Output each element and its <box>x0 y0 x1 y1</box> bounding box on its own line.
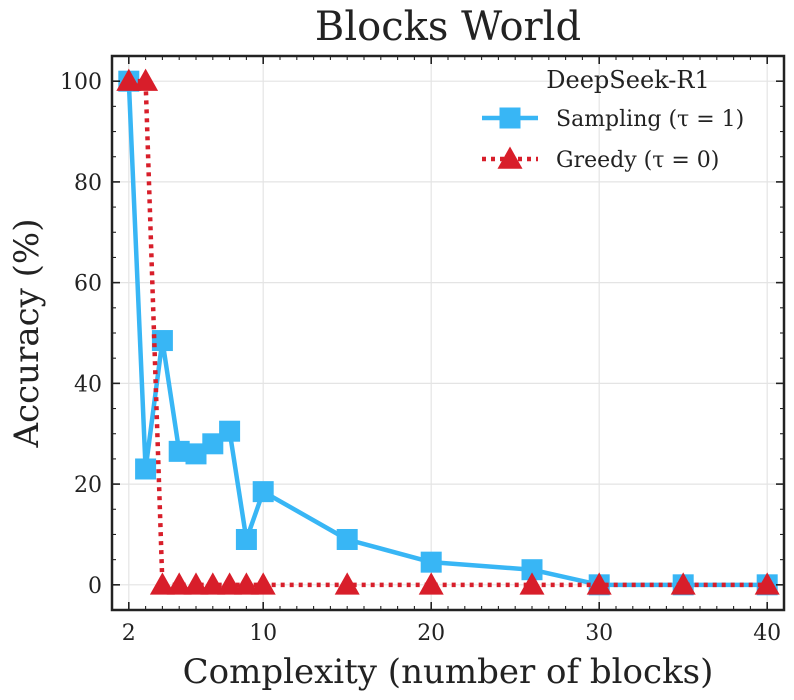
x-tick-label: 20 <box>417 621 445 646</box>
data-point <box>219 420 241 442</box>
data-point <box>754 572 780 595</box>
data-point <box>200 572 226 595</box>
legend-marker <box>497 146 523 169</box>
y-axis-title: Accuracy (%) <box>7 219 47 449</box>
x-tick-label: 2 <box>122 621 136 646</box>
data-point <box>202 433 224 455</box>
data-point <box>252 481 274 503</box>
series-layer <box>116 68 780 596</box>
data-point <box>151 330 173 352</box>
data-point <box>521 559 543 581</box>
legend-title: DeepSeek-R1 <box>546 66 709 94</box>
data-point <box>418 572 444 595</box>
y-tick-label: 80 <box>74 171 102 196</box>
tick-labels: 2 10 20 30 40 0 20 40 60 80 100 <box>60 70 781 646</box>
y-tick-label: 100 <box>60 70 102 95</box>
legend-label: Sampling (τ = 1) <box>556 107 744 132</box>
data-point <box>135 458 157 480</box>
data-point <box>334 572 360 595</box>
x-tick-label: 30 <box>585 621 613 646</box>
x-tick-label: 10 <box>249 621 277 646</box>
data-point <box>149 572 175 595</box>
legend-marker <box>499 107 521 129</box>
data-point <box>519 572 545 595</box>
chart-title: Blocks World <box>315 4 581 50</box>
legend-item: Sampling (τ = 1) <box>482 107 744 132</box>
grid <box>112 56 784 610</box>
y-tick-label: 40 <box>74 372 102 397</box>
data-point <box>586 572 612 595</box>
x-axis-title: Complexity (number of blocks) <box>183 652 714 692</box>
y-tick-label: 20 <box>74 473 102 498</box>
data-point <box>183 572 209 595</box>
data-point <box>166 572 192 595</box>
x-tick-label: 40 <box>753 621 781 646</box>
plot-frame <box>110 54 786 612</box>
data-point <box>420 551 442 573</box>
y-tick-label: 0 <box>88 574 102 599</box>
data-point <box>670 572 696 595</box>
data-point <box>133 68 159 91</box>
legend: DeepSeek-R1 Sampling (τ = 1) Greedy (τ = … <box>482 66 744 173</box>
data-point <box>217 572 243 595</box>
data-point <box>250 572 276 595</box>
data-point <box>235 528 257 550</box>
data-point <box>116 68 142 91</box>
axis-ticks <box>111 55 785 611</box>
series-greedy <box>116 68 780 595</box>
legend-items: Sampling (τ = 1) Greedy (τ = 0) <box>482 107 744 173</box>
data-point <box>185 443 207 465</box>
data-point <box>233 572 259 595</box>
legend-label: Greedy (τ = 0) <box>556 148 719 173</box>
data-point <box>168 440 190 462</box>
legend-item: Greedy (τ = 0) <box>482 146 719 173</box>
y-tick-label: 60 <box>74 272 102 297</box>
data-point <box>336 528 358 550</box>
